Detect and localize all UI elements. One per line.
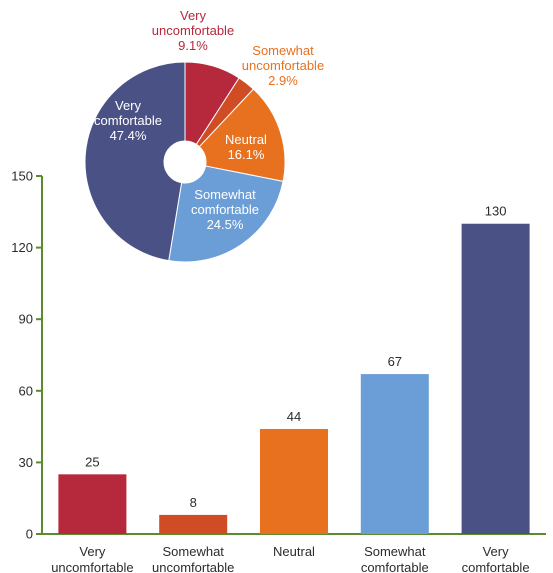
x-category-label: Somewhat [364, 544, 426, 559]
x-category-label: Very [483, 544, 510, 559]
y-tick-label: 30 [19, 455, 33, 470]
y-tick-label: 90 [19, 312, 33, 327]
pie-slice [198, 88, 286, 182]
pie-slice-label: 9.1% [178, 38, 208, 53]
pie-slice-label: comfortable [94, 113, 162, 128]
pie-slice-label: Somewhat [252, 43, 314, 58]
bar-chart: 030609012015025Veryuncomfortable8Somewha… [11, 169, 546, 573]
x-category-label: uncomfortable [152, 560, 234, 573]
bar [461, 223, 530, 534]
pie-slice-label: uncomfortable [152, 23, 234, 38]
pie-slice-label: Very [115, 98, 142, 113]
x-category-label: uncomfortable [51, 560, 133, 573]
x-category-label: Somewhat [162, 544, 224, 559]
bar-data-label: 130 [485, 204, 507, 219]
pie-slice-label: Somewhat [194, 187, 256, 202]
y-tick-label: 0 [26, 527, 33, 542]
pie-slice-label: 16.1% [228, 147, 265, 162]
pie-slice-label: 24.5% [207, 217, 244, 232]
pie-slice-label: Neutral [225, 132, 267, 147]
x-category-label: comfortable [361, 560, 429, 573]
pie-slice-label: comfortable [191, 202, 259, 217]
bar [360, 374, 429, 534]
pie-slice-label: 47.4% [110, 128, 147, 143]
bar-data-label: 25 [85, 454, 99, 469]
pie-slice [84, 61, 186, 262]
bar-data-label: 67 [388, 354, 402, 369]
pie-slice-label: Very [180, 8, 207, 23]
pie-slice-label: 2.9% [268, 73, 298, 88]
x-category-label: Very [79, 544, 106, 559]
y-tick-label: 150 [11, 169, 33, 184]
x-category-label: Neutral [273, 544, 315, 559]
bar-data-label: 8 [190, 495, 197, 510]
y-tick-label: 120 [11, 240, 33, 255]
y-tick-label: 60 [19, 383, 33, 398]
bar [260, 428, 328, 534]
bar [159, 514, 228, 534]
pie-slice [168, 165, 284, 263]
pie-slice-label: uncomfortable [242, 58, 324, 73]
bar-data-label: 44 [287, 409, 301, 424]
x-category-label: comfortable [462, 560, 530, 573]
bar [58, 474, 127, 534]
